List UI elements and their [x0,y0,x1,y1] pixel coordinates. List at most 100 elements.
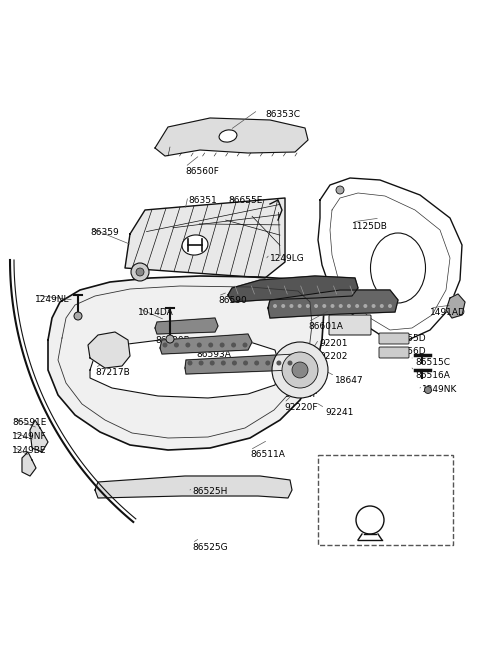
Circle shape [356,506,384,534]
Text: 86353C: 86353C [265,110,300,119]
Circle shape [131,263,149,281]
Polygon shape [48,276,324,450]
Text: 86556D: 86556D [390,347,426,356]
Circle shape [355,304,359,308]
Ellipse shape [182,235,208,255]
Circle shape [339,304,343,308]
Circle shape [322,304,326,308]
Text: 18647: 18647 [335,376,364,385]
Circle shape [221,360,226,365]
Circle shape [231,343,236,348]
Text: 86513: 86513 [345,478,374,487]
Text: 1249LG: 1249LG [270,254,305,263]
Circle shape [424,386,432,394]
Circle shape [220,343,225,348]
Polygon shape [268,290,398,318]
Circle shape [306,304,310,308]
Circle shape [265,360,270,365]
Text: 86515C: 86515C [415,358,450,367]
Circle shape [331,304,335,308]
Circle shape [282,352,318,388]
Text: 92202: 92202 [319,352,348,361]
Polygon shape [228,276,358,302]
Text: 1491AD: 1491AD [430,308,466,317]
FancyBboxPatch shape [379,333,409,344]
Circle shape [347,304,351,308]
Circle shape [289,304,293,308]
Text: 86560F: 86560F [185,167,219,176]
Polygon shape [155,118,308,156]
Text: 86516A: 86516A [415,371,450,380]
Polygon shape [95,476,292,498]
Text: 1249NF: 1249NF [12,432,47,441]
FancyBboxPatch shape [318,455,453,545]
FancyBboxPatch shape [379,347,409,358]
Text: 86593A: 86593A [196,350,231,359]
Circle shape [243,360,248,365]
Text: 86601A: 86601A [308,322,343,331]
Circle shape [281,304,285,308]
Circle shape [292,362,308,378]
Polygon shape [30,420,48,452]
Circle shape [136,268,144,276]
FancyBboxPatch shape [329,315,371,335]
Text: 86655E: 86655E [228,196,263,205]
Circle shape [276,360,281,365]
Circle shape [273,304,277,308]
Text: 92220F: 92220F [284,403,317,412]
Circle shape [242,343,248,348]
Text: 1249BE: 1249BE [12,446,47,455]
Text: (W/FOG LAMP): (W/FOG LAMP) [330,462,404,471]
Text: 86520B: 86520B [155,336,190,345]
Polygon shape [446,294,465,318]
Circle shape [254,360,259,365]
Circle shape [188,360,192,365]
Text: 86555D: 86555D [390,334,426,343]
Circle shape [166,335,174,343]
Text: 86351: 86351 [188,196,217,205]
Text: 86590: 86590 [218,296,247,305]
Text: 86359: 86359 [90,228,119,237]
Text: 92210F: 92210F [284,390,318,399]
Circle shape [197,343,202,348]
Text: 1014DA: 1014DA [138,308,174,317]
Polygon shape [160,334,252,354]
Circle shape [363,304,367,308]
Text: 86525G: 86525G [192,543,228,552]
Circle shape [298,304,301,308]
Text: 92201: 92201 [319,339,348,348]
Ellipse shape [219,130,237,142]
Text: 1249NL: 1249NL [35,295,70,304]
Circle shape [74,312,82,320]
Circle shape [336,186,344,194]
Circle shape [199,360,204,365]
Text: 86525H: 86525H [192,487,228,496]
Text: 92223: 92223 [290,376,318,385]
Text: 1249NK: 1249NK [422,385,457,394]
Text: 86512B: 86512B [232,363,267,372]
Text: 86591E: 86591E [12,418,47,427]
Circle shape [208,343,213,348]
Circle shape [314,304,318,308]
Text: 87217B: 87217B [95,368,130,377]
Polygon shape [185,354,298,374]
Polygon shape [22,452,36,476]
Polygon shape [90,340,280,398]
Circle shape [388,304,392,308]
Circle shape [210,360,215,365]
Text: 86514: 86514 [345,493,373,502]
Ellipse shape [371,233,425,303]
Polygon shape [125,198,285,278]
Circle shape [372,304,375,308]
Text: 1125DB: 1125DB [352,222,388,231]
Circle shape [185,343,191,348]
Polygon shape [155,318,218,334]
Circle shape [174,343,179,348]
Text: 86511A: 86511A [250,450,285,459]
Circle shape [272,342,328,398]
Circle shape [288,360,292,365]
Circle shape [380,304,384,308]
Circle shape [232,360,237,365]
Text: 92241: 92241 [325,408,353,417]
Polygon shape [88,332,130,368]
